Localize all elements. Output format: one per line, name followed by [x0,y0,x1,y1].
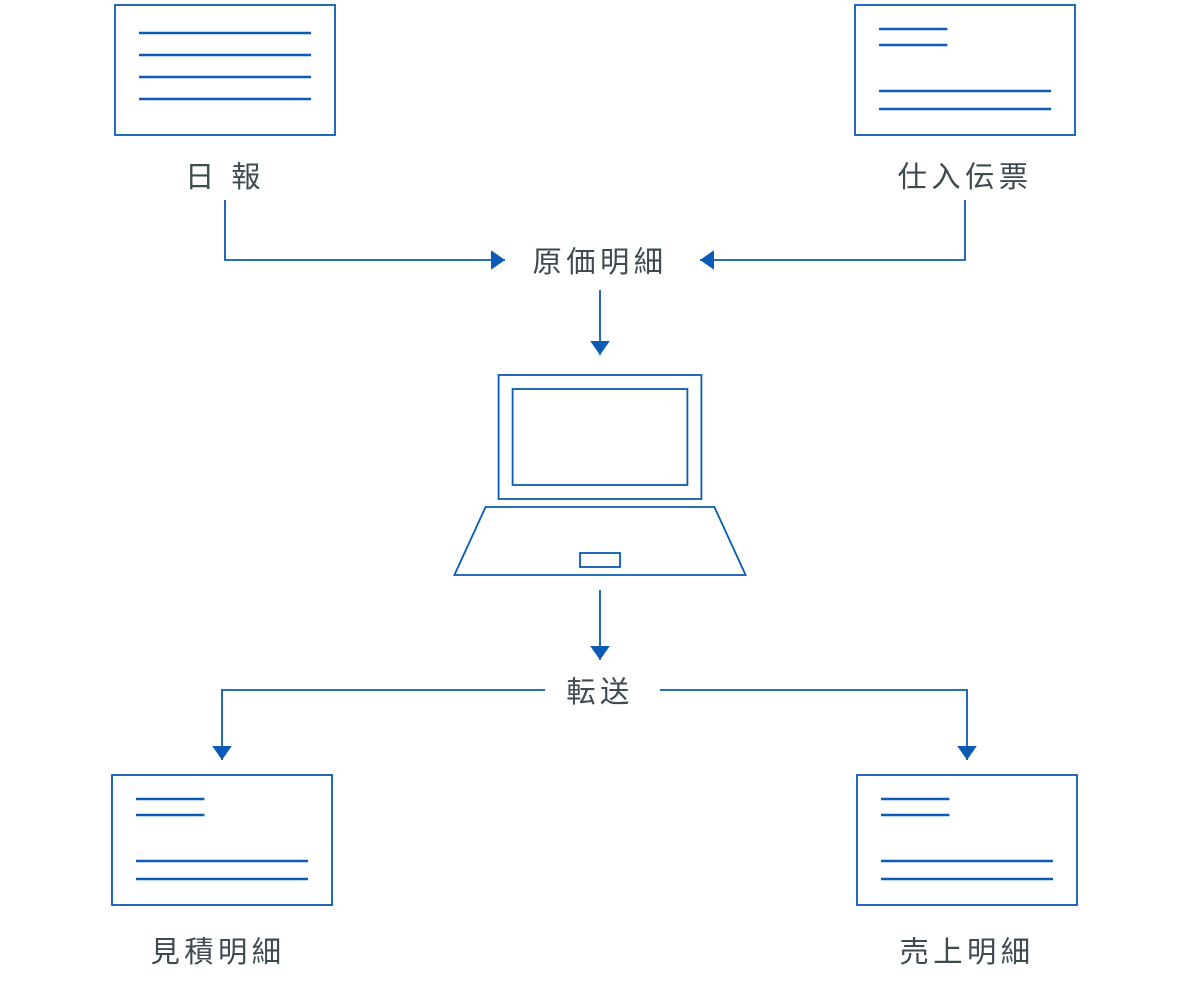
label-purchase-slip: 仕入伝票 [898,154,1033,196]
label-sales-detail: 売上明細 [900,929,1035,971]
label-estimate-detail: 見積明細 [151,929,286,971]
flow-diagram-svg [0,0,1200,1000]
label-transfer: 転送 [566,669,633,711]
label-daily-report: 日 報 [185,154,265,196]
diagram-stage: 日 報 仕入伝票 原価明細 転送 見積明細 売上明細 [0,0,1200,1000]
label-cost-detail: 原価明細 [533,239,668,281]
